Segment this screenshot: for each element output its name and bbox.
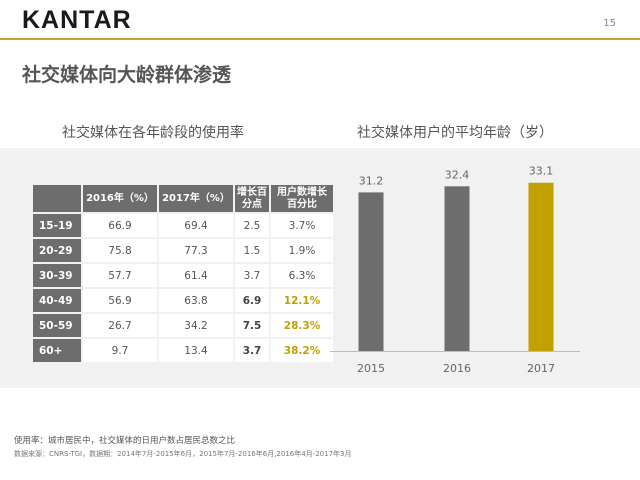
- average-age-bar-chart: 31.2 2015 32.4 2016 33.1 2017: [330, 165, 580, 375]
- usage-rate-table: 2016年（%） 2017年（%） 增长百分点 用户数增长百分比 15-19 6…: [31, 183, 335, 364]
- rate-2017: 34.2: [159, 314, 233, 337]
- chart-title: 社交媒体用户的平均年龄（岁）: [357, 125, 553, 141]
- rate-2016: 75.8: [83, 239, 157, 262]
- growth-points: 7.5: [235, 314, 269, 337]
- rate-2016: 56.9: [83, 289, 157, 312]
- table-row: 60+ 9.7 13.4 3.7 38.2%: [33, 339, 333, 362]
- user-growth: 28.3%: [271, 314, 333, 337]
- user-growth: 3.7%: [271, 214, 333, 237]
- header-2016: 2016年（%）: [83, 185, 157, 212]
- table-row: 20-29 75.8 77.3 1.5 1.9%: [33, 239, 333, 262]
- user-growth: 6.3%: [271, 264, 333, 287]
- table-title: 社交媒体在各年龄段的使用率: [62, 125, 244, 141]
- age-group: 40-49: [33, 289, 81, 312]
- age-group: 50-59: [33, 314, 81, 337]
- growth-points: 3.7: [235, 264, 269, 287]
- user-growth: 12.1%: [271, 289, 333, 312]
- table-row: 30-39 57.7 61.4 3.7 6.3%: [33, 264, 333, 287]
- x-tick-label: 2016: [443, 362, 471, 375]
- header-2017: 2017年（%）: [159, 185, 233, 212]
- footnote-definition: 使用率：城市居民中，社交媒体的日用户数占居民总数之比: [14, 436, 236, 446]
- growth-points: 2.5: [235, 214, 269, 237]
- x-tick-label: 2015: [357, 362, 385, 375]
- age-group: 15-19: [33, 214, 81, 237]
- table-header-row: 2016年（%） 2017年（%） 增长百分点 用户数增长百分比: [33, 185, 333, 212]
- bar-value-label: 32.4: [445, 168, 470, 181]
- bar-2015: [358, 192, 384, 351]
- age-group: 30-39: [33, 264, 81, 287]
- user-growth: 1.9%: [271, 239, 333, 262]
- table-row: 40-49 56.9 63.8 6.9 12.1%: [33, 289, 333, 312]
- kantar-logo: KANTAR: [22, 6, 132, 34]
- header-divider: [0, 38, 640, 40]
- bar-value-label: 31.2: [359, 174, 384, 187]
- growth-points: 1.5: [235, 239, 269, 262]
- rate-2017: 13.4: [159, 339, 233, 362]
- rate-2016: 26.7: [83, 314, 157, 337]
- page-number: 15: [603, 18, 616, 29]
- growth-points: 3.7: [235, 339, 269, 362]
- table-row: 50-59 26.7 34.2 7.5 28.3%: [33, 314, 333, 337]
- rate-2016: 9.7: [83, 339, 157, 362]
- slide-title: 社交媒体向大龄群体渗透: [22, 64, 232, 86]
- rate-2016: 57.7: [83, 264, 157, 287]
- bar-value-label: 33.1: [529, 165, 554, 178]
- table-row: 15-19 66.9 69.4 2.5 3.7%: [33, 214, 333, 237]
- x-tick-label: 2017: [527, 362, 555, 375]
- rate-2017: 63.8: [159, 289, 233, 312]
- bar-2016: [444, 186, 470, 351]
- rate-2016: 66.9: [83, 214, 157, 237]
- rate-2017: 69.4: [159, 214, 233, 237]
- age-group: 20-29: [33, 239, 81, 262]
- user-growth: 38.2%: [271, 339, 333, 362]
- header-growth-points: 增长百分点: [235, 185, 269, 212]
- header-user-growth: 用户数增长百分比: [271, 185, 333, 212]
- growth-points: 6.9: [235, 289, 269, 312]
- rate-2017: 77.3: [159, 239, 233, 262]
- rate-2017: 61.4: [159, 264, 233, 287]
- footnote-source: 数据来源：CNRS-TGI，数据期：2014年7月-2015年6月，2015年7…: [14, 450, 352, 458]
- header-blank: [33, 185, 81, 212]
- age-group: 60+: [33, 339, 81, 362]
- bar-2017: [528, 182, 554, 351]
